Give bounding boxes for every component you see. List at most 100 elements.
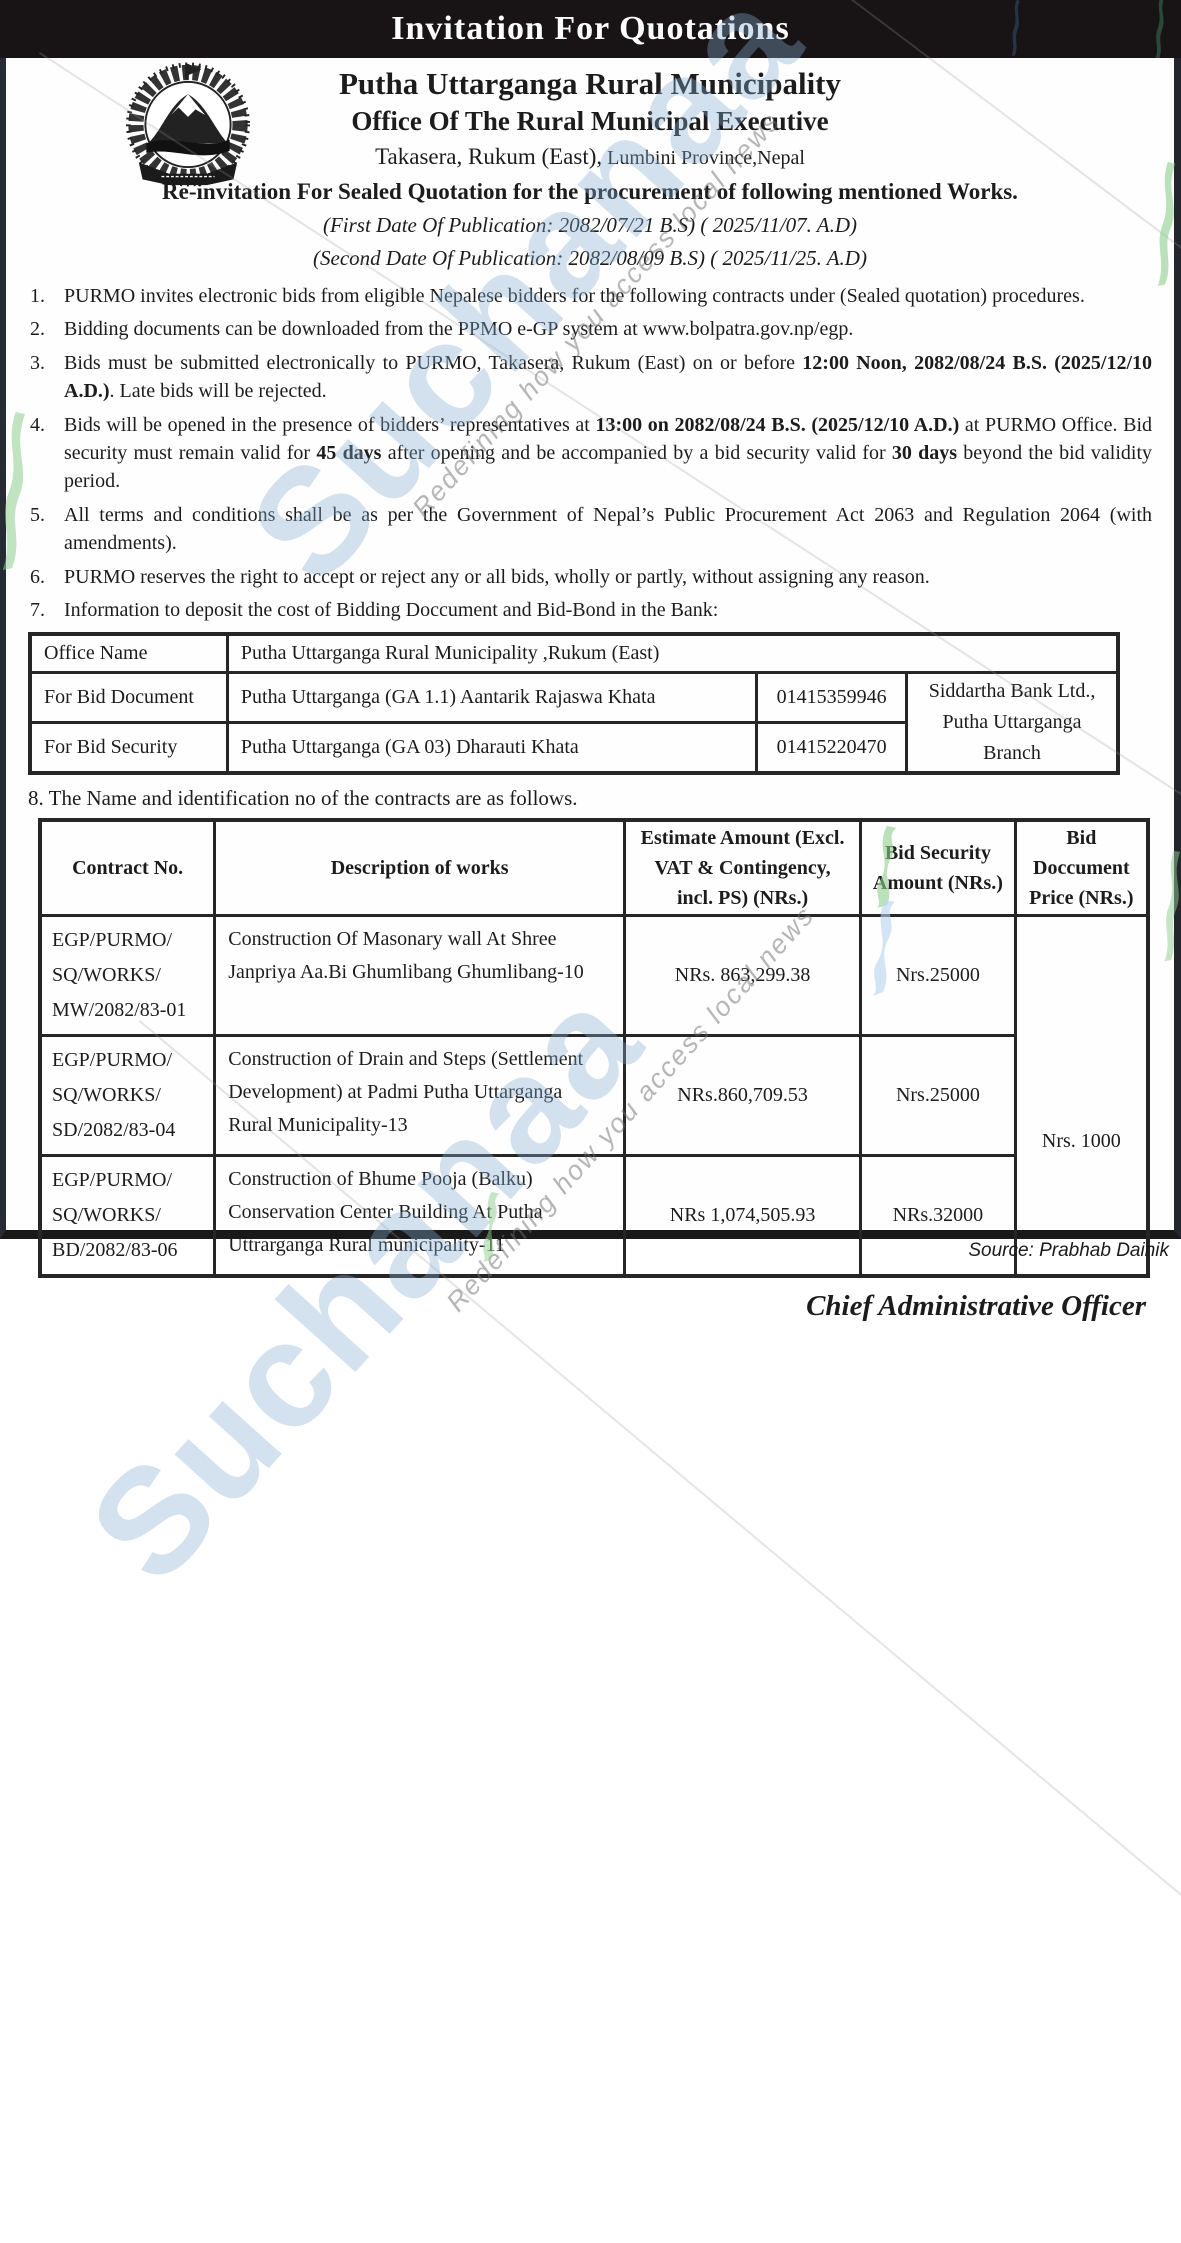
list-item-5: 5. All terms and conditions shall be as … [28,501,1152,558]
col-doc-price-line: Doccument [1033,857,1130,880]
item-text: Bids will be opened in the presence of b… [64,413,596,436]
list-item-3: 3. Bids must be submitted electronically… [28,349,1152,406]
item-text: PURMO invites electronic bids from eligi… [64,285,1085,307]
item-text: Information to deposit the cost of Biddi… [64,598,719,621]
description-cell: Construction Of Masonary wall At Shree J… [213,914,626,1038]
bank-deposit-table: Office Name Putha Uttarganga Rural Munic… [28,632,1120,776]
col-contract-no: Contract No. [38,818,217,918]
col-doc-price: Bid Doccument Price (NRs.) [1013,818,1150,918]
notice-list: 1. PURMO invites electronic bids from el… [28,282,1152,624]
col-estimate-line: VAT & Contingency, [654,857,831,880]
list-item-7: 7. Information to deposit the cost of Bi… [28,596,1152,624]
estimate-cell: NRs. 863,299.38 [622,914,863,1038]
watermark-drop-icon [1011,0,1020,56]
office-address: Takasera, Rukum (East), Lumbini Province… [28,144,1152,170]
validity-days-bold: 45 days [316,441,382,464]
item-text: at PURMO Office. Bid security must remai… [64,413,1152,464]
bid-security-account: Putha Uttarganga (GA 03) Dharauti Khata [225,721,759,775]
bank-name-line2: Putha Uttarganga Branch [942,711,1082,765]
contract-no-line: MW/2082/83-01 [52,999,187,1022]
signature-title: Chief Administrative Officer [806,1290,1146,1323]
address-secondary: Lumbini Province,Nepal [602,147,805,169]
col-bid-security: Bid Security Amount (NRs.) [859,818,1017,918]
bid-security-label: For Bid Security [28,721,229,775]
address-primary: Takasera, Rukum (East), [375,144,603,169]
item-number: 5. [30,503,45,526]
doc-price-cell: Nrs. 1000 [1013,914,1150,1278]
notice-document: Putha Uttarganga Rural Municipality Offi… [0,58,1181,1322]
col-estimate-line: incl. PS) (NRs.) [677,887,809,910]
list-item-4: 4. Bids will be opened in the presence o… [28,411,1152,496]
col-doc-price-line: Price (NRs.) [1029,887,1134,910]
item-text: PURMO reserves the right to accept or re… [64,565,930,588]
table-row: EGP/PURMO/ SQ/WORKS/ MW/2082/83-01 Const… [38,914,1150,1278]
contract-no-line: SQ/WORKS/ [52,964,161,987]
reinvitation-heading: Re-invitation For Sealed Quotation for t… [162,179,1018,204]
office-name-label: Office Name [28,632,229,675]
opening-time-bold: 13:00 on 2082/08/24 B.S. (2025/12/10 A.D… [595,413,960,436]
contract-no-cell: EGP/PURMO/ SQ/WORKS/ MW/2082/83-01 [38,914,217,1038]
estimate-cell: NRs 1,074,505.93 [622,1154,863,1278]
bid-security-account-number: 01415220470 [755,721,909,775]
col-estimate: Estimate Amount (Excl. VAT & Contingency… [622,818,863,918]
second-publication-date: (Second Date Of Publication: 2082/08/09 … [313,246,867,270]
item-text: beyond the bid validity period. [64,441,1153,493]
contract-no-line: SQ/WORKS/ [52,1204,161,1227]
contract-no-line: EGP/PURMO/ [52,1169,173,1192]
item-number: 3. [30,351,45,374]
col-description: Description of works [213,818,626,918]
table-row: For Bid Security Putha Uttarganga (GA 03… [28,721,1118,775]
contract-no-cell: EGP/PURMO/ SQ/WORKS/ BD/2082/83-06 [38,1154,217,1278]
deadline-bold: 12:00 Noon, 2082/08/24 B.S. (2025/12/10 … [64,351,1152,403]
list-item-2: 2. Bidding documents can be downloaded f… [28,315,1152,343]
office-name-value: Putha Uttarganga Rural Municipality ,Ruk… [225,632,1120,675]
source-credit: Source: Prabhab Dainik [968,1240,1169,1261]
contract-no-line: SD/2082/83-04 [52,1119,176,1142]
item-number: 1. [30,285,45,307]
item-text: All terms and conditions shall be as per… [64,503,1152,555]
item-text: after opening and be accompanied by a bi… [381,441,892,464]
contract-no-line: SQ/WORKS/ [52,1084,161,1107]
estimate-cell: NRs.860,709.53 [622,1034,863,1158]
bid-document-label: For Bid Document [28,671,229,725]
col-bid-security-line: Bid Security [884,842,991,865]
contract-no-line: EGP/PURMO/ [52,1049,173,1072]
bid-document-account: Putha Uttarganga (GA 1.1) Aantarik Rajas… [225,671,759,725]
item-text: Bids must be submitted electronically to… [64,351,803,374]
table-header-row: Contract No. Description of works Estima… [38,818,1150,918]
document-header: Putha Uttarganga Rural Municipality Offi… [28,62,1152,271]
description-cell: Construction of Drain and Steps (Settlem… [213,1034,626,1158]
bid-security-cell: Nrs.25000 [859,914,1017,1038]
contract-no-line: BD/2082/83-06 [52,1239,178,1262]
col-bid-security-line: Amount (NRs.) [872,872,1003,895]
bid-security-cell: Nrs.25000 [859,1034,1017,1158]
municipality-name: Putha Uttarganga Rural Municipality [338,66,842,101]
contract-no-line: EGP/PURMO/ [52,929,173,952]
bank-name-cell: Siddartha Bank Ltd., Putha Uttarganga Br… [905,671,1120,775]
col-estimate-line: Estimate Amount (Excl. [640,827,845,850]
item-number: 6. [30,565,45,588]
item-number: 4. [30,413,45,436]
item-number: 2. [30,318,45,341]
item-text: . Late bids will be rejected. [109,380,327,403]
table-row: For Bid Document Putha Uttarganga (GA 1.… [28,671,1120,775]
list-item-6: 6. PURMO reserves the right to accept or… [28,563,1152,591]
item-text: Bidding documents can be downloaded from… [64,318,854,341]
table-row: EGP/PURMO/ SQ/WORKS/ SD/2082/83-04 Const… [38,1034,1148,1158]
watermark-leaf-icon [1155,0,1164,58]
item-number: 7. [30,598,45,621]
col-doc-price-line: Bid [1066,827,1097,850]
description-cell: Construction of Bhume Pooja (Balku) Cons… [213,1154,626,1278]
first-publication-date: (First Date Of Publication: 2082/07/21 B… [322,213,858,237]
contracts-intro: 8. The Name and identification no of the… [28,786,578,811]
municipality-emblem-icon [125,62,251,187]
bank-name-line1: Siddartha Bank Ltd., [928,680,1096,703]
list-item-1: 1. PURMO invites electronic bids from el… [28,282,1152,310]
contract-no-cell: EGP/PURMO/ SQ/WORKS/ SD/2082/83-04 [38,1034,217,1158]
table-row: EGP/PURMO/ SQ/WORKS/ BD/2082/83-06 Const… [38,1154,1148,1278]
contracts-table: Contract No. Description of works Estima… [38,818,1150,1279]
title-banner: Invitation For Quotations [0,0,1181,58]
table-row: Office Name Putha Uttarganga Rural Munic… [28,632,1120,675]
page-title: Invitation For Quotations [391,10,790,47]
office-name: Office Of The Rural Municipal Executive [351,106,829,136]
